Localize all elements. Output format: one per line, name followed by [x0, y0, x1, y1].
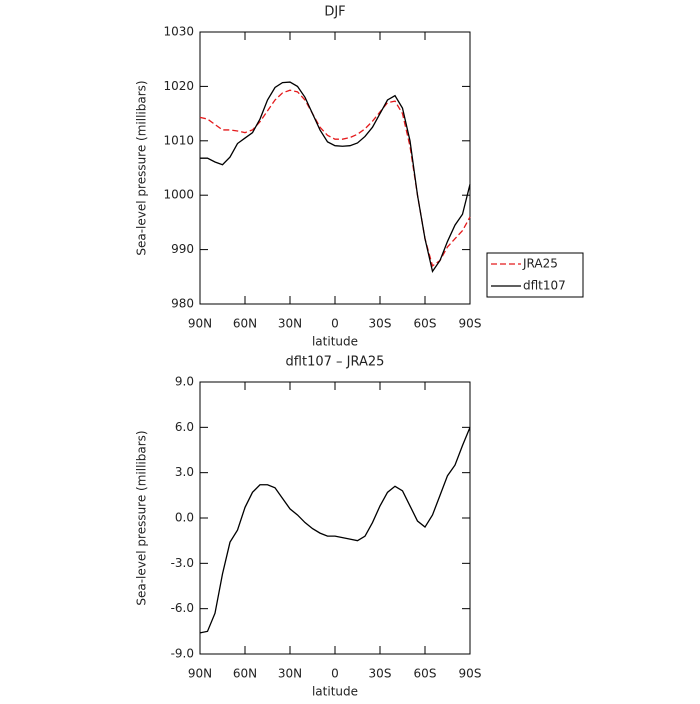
x-axis-label: latitude — [312, 685, 358, 699]
plot-frame — [199, 381, 471, 655]
y-tick-label: 3.0 — [175, 465, 194, 479]
y-tick-label: 1010 — [163, 133, 194, 147]
x-tick-label: 30N — [278, 667, 302, 681]
x-tick-label: 0 — [331, 667, 339, 681]
x-tick-label: 30N — [278, 317, 302, 331]
data-line — [200, 81, 471, 273]
x-tick-label: 0 — [331, 317, 339, 331]
x-tick-label: 60N — [233, 317, 257, 331]
x-tick-label: 90N — [188, 317, 212, 331]
y-tick-label: 9.0 — [175, 375, 194, 389]
x-tick-label: 60N — [233, 667, 257, 681]
y-axis-label: Sea-level pressure (millibars) — [135, 430, 149, 605]
y-tick-label: -3.0 — [171, 556, 194, 570]
y-tick-label: -6.0 — [171, 601, 194, 615]
y-tick-label: 6.0 — [175, 420, 194, 434]
y-tick-label: 0.0 — [175, 511, 194, 525]
y-tick-label: 1030 — [163, 25, 194, 39]
plot-frame — [199, 31, 471, 305]
y-tick-label: 990 — [171, 242, 194, 256]
x-tick-label: 90S — [459, 317, 482, 331]
y-tick-label: -9.0 — [171, 647, 194, 661]
legend-label: JRA25 — [522, 257, 558, 271]
x-tick-label: 30S — [369, 667, 392, 681]
x-tick-label: 30S — [369, 317, 392, 331]
x-axis-label: latitude — [312, 335, 358, 349]
chart-title: DJF — [324, 5, 345, 20]
chart-title: dflt107 – JRA25 — [286, 355, 385, 370]
y-tick-label: 1000 — [163, 188, 194, 202]
x-tick-label: 90N — [188, 667, 212, 681]
x-tick-label: 90S — [459, 667, 482, 681]
y-tick-label: 980 — [171, 297, 194, 311]
x-tick-label: 60S — [414, 317, 437, 331]
legend-box — [486, 252, 584, 298]
data-line — [199, 89, 471, 267]
x-tick-label: 60S — [414, 667, 437, 681]
data-line — [199, 427, 471, 634]
legend-label: dflt107 — [523, 279, 566, 293]
y-tick-label: 1020 — [163, 79, 194, 93]
y-axis-label: Sea-level pressure (millibars) — [135, 80, 149, 255]
